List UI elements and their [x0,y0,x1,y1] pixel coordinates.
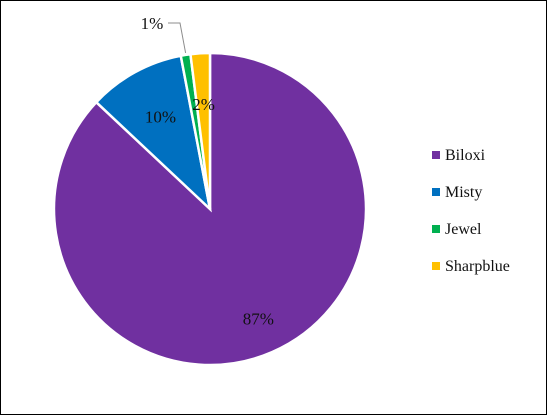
data-label-biloxi: 87% [243,310,274,329]
legend-swatch-jewel [432,225,440,233]
legend-swatch-sharpblue [432,262,440,270]
legend-label-misty: Misty [445,184,482,201]
data-label-sharpblue: 2% [192,95,215,114]
legend-label-biloxi: Biloxi [445,147,486,164]
data-label-misty: 10% [145,108,176,127]
legend-label-sharpblue: Sharpblue [445,258,510,275]
legend-swatch-misty [432,188,440,196]
leader-line-jewel [168,22,187,54]
leader-lines [168,22,187,54]
legend-swatch-biloxi [432,151,440,159]
pie-slice-sharpblue [189,51,212,210]
legend: Biloxi Misty Jewel Sharpblue [432,147,510,275]
data-labels: 87% 10% 1% 2% [141,14,274,329]
pie-slices [52,51,368,367]
legend-label-jewel: Jewel [445,221,482,238]
pie-slice-misty [94,54,212,213]
data-label-jewel: 1% [141,14,164,33]
